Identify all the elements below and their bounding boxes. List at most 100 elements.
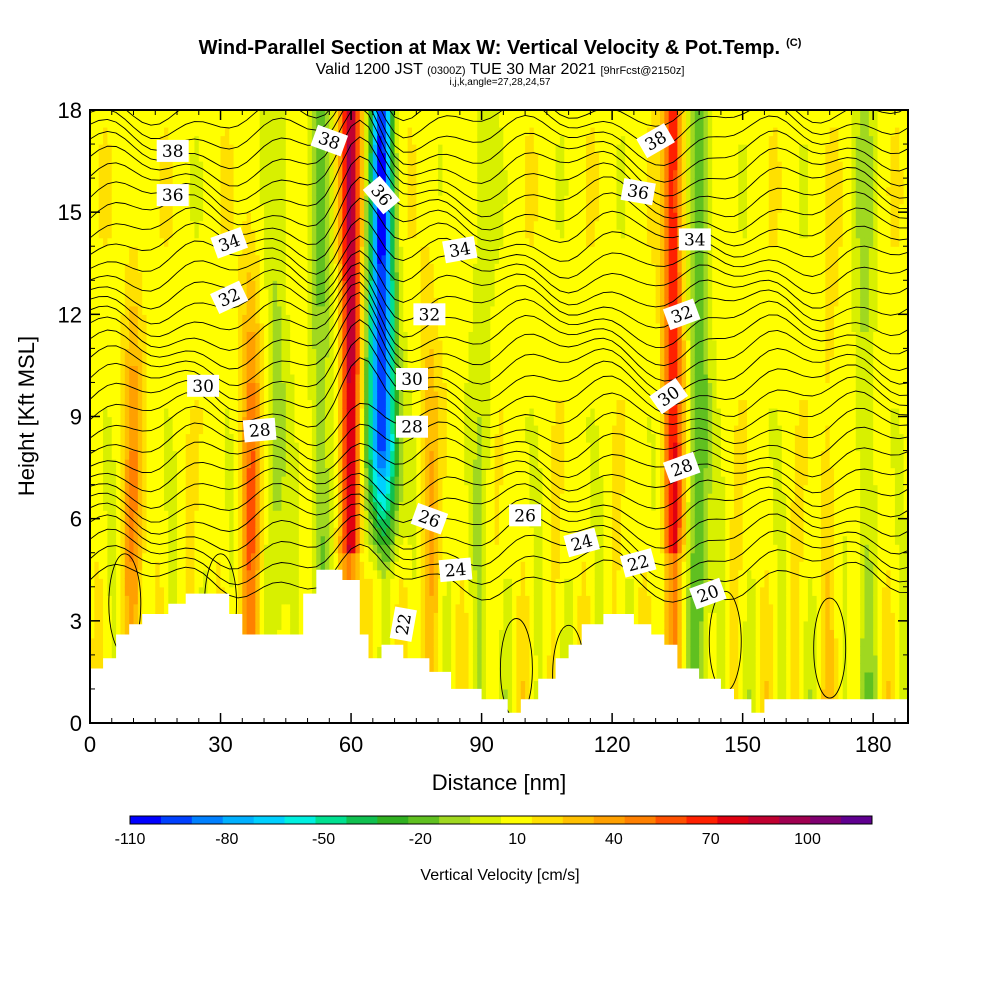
velocity-cell — [311, 203, 317, 213]
velocity-cell — [203, 348, 209, 358]
velocity-cell — [294, 569, 300, 579]
velocity-cell — [329, 382, 335, 392]
velocity-cell — [163, 203, 169, 213]
velocity-cell — [229, 314, 235, 324]
velocity-cell — [355, 407, 361, 418]
velocity-cell — [163, 433, 169, 443]
velocity-cell — [198, 220, 204, 230]
velocity-cell — [385, 493, 391, 503]
velocity-cell — [103, 339, 108, 349]
velocity-cell — [259, 595, 265, 605]
velocity-cell — [364, 476, 370, 486]
velocity-cell — [155, 220, 161, 230]
velocity-cell — [237, 331, 243, 341]
velocity-cell — [372, 127, 378, 137]
velocity-cell — [359, 203, 365, 213]
velocity-cell — [290, 501, 296, 511]
velocity-cell — [146, 220, 152, 230]
velocity-cell — [237, 586, 243, 596]
velocity-cell — [303, 246, 309, 256]
velocity-cell — [163, 467, 169, 477]
velocity-cell — [338, 169, 343, 179]
velocity-cell — [111, 161, 117, 171]
velocity-cell — [177, 510, 182, 520]
velocity-cell — [133, 127, 139, 137]
velocity-cell — [181, 493, 187, 503]
velocity-cell — [381, 356, 387, 367]
velocity-cell — [333, 484, 339, 494]
velocity-cell — [90, 390, 95, 401]
velocity-cell — [181, 161, 187, 171]
velocity-cell — [94, 433, 100, 443]
velocity-cell — [281, 288, 287, 298]
velocity-cell — [198, 186, 204, 196]
velocity-cell — [264, 135, 269, 145]
velocity-cell — [203, 586, 209, 596]
velocity-cell — [129, 271, 135, 281]
velocity-cell — [355, 382, 361, 392]
velocity-cell — [290, 544, 296, 554]
velocity-cell — [129, 586, 135, 596]
velocity-cell — [333, 186, 339, 196]
velocity-cell — [94, 280, 100, 290]
velocity-cell — [124, 433, 130, 443]
velocity-cell — [359, 569, 365, 579]
velocity-cell — [211, 271, 217, 281]
velocity-cell — [216, 280, 222, 290]
velocity-cell — [185, 237, 191, 247]
velocity-cell — [290, 280, 296, 290]
velocity-cell — [294, 135, 300, 145]
velocity-cell — [351, 382, 357, 392]
velocity-cell — [303, 501, 309, 511]
velocity-cell — [224, 399, 230, 409]
velocity-cell — [281, 144, 287, 154]
velocity-cell — [168, 280, 174, 290]
velocity-cell — [246, 280, 252, 290]
velocity-cell — [311, 339, 317, 349]
velocity-cell — [385, 467, 391, 477]
velocity-cell — [90, 586, 95, 596]
velocity-cell — [98, 220, 104, 230]
velocity-cell — [159, 178, 165, 188]
velocity-cell — [116, 450, 122, 460]
velocity-cell — [324, 305, 330, 315]
velocity-cell — [129, 212, 135, 222]
velocity-cell — [103, 552, 108, 562]
velocity-cell — [381, 544, 387, 554]
velocity-cell — [237, 152, 243, 162]
velocity-cell — [268, 399, 274, 409]
velocity-cell — [129, 322, 135, 332]
velocity-cell — [311, 501, 317, 511]
velocity-cell — [237, 382, 243, 392]
velocity-cell — [224, 365, 230, 375]
velocity-cell — [211, 186, 217, 196]
velocity-cell — [150, 416, 156, 426]
velocity-cell — [294, 407, 300, 418]
velocity-cell — [264, 314, 269, 324]
velocity-cell — [268, 127, 274, 137]
velocity-cell — [142, 254, 148, 264]
velocity-cell — [129, 288, 135, 298]
velocity-cell — [107, 348, 113, 358]
velocity-cell — [346, 425, 352, 435]
velocity-cell — [316, 331, 322, 341]
velocity-cell — [98, 169, 104, 179]
velocity-cell — [172, 365, 178, 375]
velocity-cell — [255, 518, 261, 528]
velocity-cell — [385, 110, 391, 120]
velocity-cell — [359, 263, 365, 273]
velocity-cell — [216, 527, 222, 537]
velocity-cell — [381, 246, 387, 256]
velocity-cell — [155, 433, 161, 443]
velocity-cell — [150, 390, 156, 401]
velocity-cell — [133, 578, 139, 588]
velocity-cell — [163, 442, 169, 452]
velocity-cell — [116, 271, 122, 281]
velocity-cell — [185, 263, 191, 273]
velocity-cell — [229, 527, 235, 537]
velocity-cell — [224, 220, 230, 230]
velocity-cell — [338, 442, 343, 452]
velocity-cell — [168, 365, 174, 375]
velocity-cell — [190, 331, 196, 341]
velocity-cell — [242, 203, 248, 213]
